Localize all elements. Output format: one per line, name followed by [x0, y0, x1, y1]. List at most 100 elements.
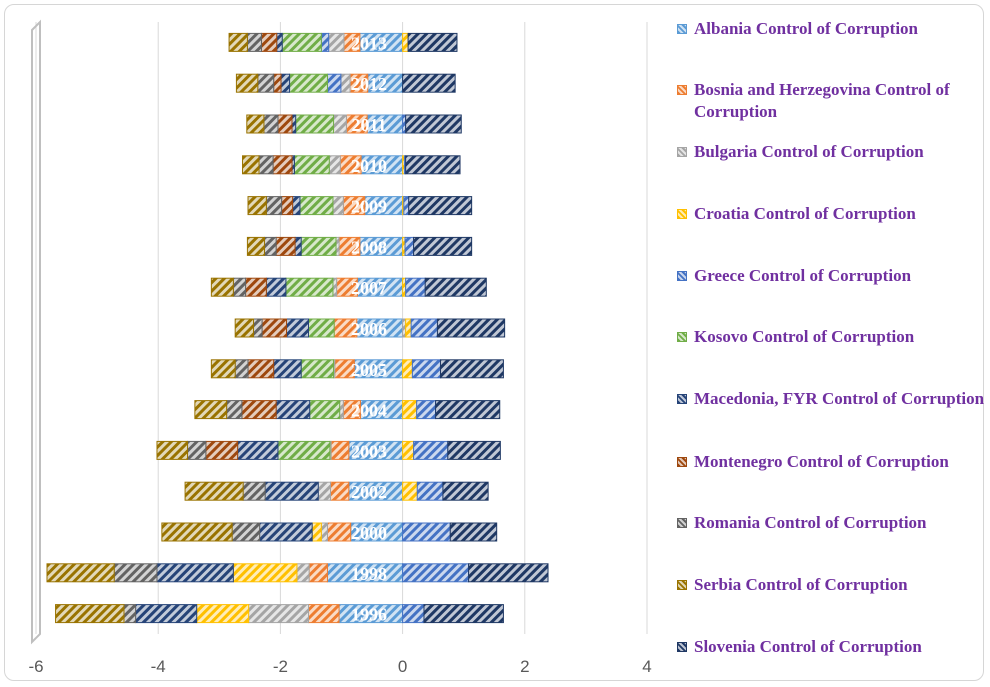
bar-segment — [247, 196, 267, 216]
bar-segment — [289, 73, 328, 93]
bar-segment — [241, 400, 277, 420]
legend-label: Macedonia, FYR Control of Corruption — [694, 389, 985, 408]
bar-segment — [332, 277, 338, 297]
bar-segment — [423, 604, 504, 624]
bar-segment — [246, 32, 262, 52]
legend-label: Croatia Control of Corruption — [694, 204, 916, 223]
legend-label: Albania Control of Corruption — [694, 19, 919, 38]
bar-segment — [247, 359, 275, 379]
bar-segment — [258, 155, 274, 175]
bar-segment — [311, 522, 322, 542]
category-label: 1996 — [351, 605, 387, 625]
x-tick-label: -4 — [151, 657, 166, 676]
bar-segment — [246, 236, 266, 256]
bar-segment — [402, 73, 456, 93]
bar-segment — [265, 196, 283, 216]
category-label: 2006 — [351, 319, 387, 339]
bar-segment — [449, 522, 498, 542]
bar-segment — [308, 563, 328, 583]
bar-segment — [405, 114, 462, 134]
bar-segment — [317, 481, 332, 501]
bar-segment — [330, 481, 350, 501]
legend-swatch — [677, 24, 687, 34]
bar-segment — [55, 604, 125, 624]
bar-segment — [184, 481, 244, 501]
bar-segment — [407, 32, 458, 52]
bar-segment — [410, 318, 438, 338]
bar-segment — [405, 277, 426, 297]
bar-segment — [439, 359, 504, 379]
bar-segment — [46, 563, 115, 583]
bar-segment — [286, 318, 310, 338]
legend-swatch — [677, 147, 687, 157]
bar-segment — [293, 155, 330, 175]
bar-segment — [210, 359, 236, 379]
bar-segment — [402, 604, 425, 624]
category-label: 2012 — [351, 74, 387, 94]
bar-segment — [402, 359, 413, 379]
bar-segment — [320, 522, 328, 542]
bar-segment — [264, 236, 277, 256]
bar-segment — [277, 440, 331, 460]
bar-segment — [309, 400, 341, 420]
x-tick-label: -2 — [273, 657, 288, 676]
bar-segment — [326, 522, 352, 542]
category-label: 2007 — [351, 278, 387, 298]
legend-swatch — [677, 271, 687, 281]
bar-segment — [187, 440, 207, 460]
legend-swatch — [677, 457, 687, 467]
bar-segment — [161, 522, 233, 542]
bar-segment — [308, 318, 335, 338]
legend-label: Slovenia Control of Corruption — [694, 637, 922, 656]
legend: Albania Control of Corruption Bosnia and … — [668, 0, 988, 687]
x-axis-tick-labels: -6 -4 -2 0 2 4 — [28, 657, 651, 676]
x-tick-label: 4 — [642, 657, 651, 676]
bar-segment — [242, 481, 266, 501]
category-label: 2000 — [351, 523, 387, 543]
bar-segment — [333, 114, 347, 134]
legend-label: Bulgaria Control of Corruption — [694, 142, 924, 161]
bar-segment — [235, 73, 259, 93]
bar-segment — [264, 481, 319, 501]
bar-segment — [194, 400, 228, 420]
category-label: 2003 — [351, 441, 387, 461]
bar-segment — [232, 563, 298, 583]
bar-segment — [332, 196, 344, 216]
bar-segment — [292, 196, 301, 216]
bar-segment — [411, 359, 441, 379]
bar-segment — [402, 522, 451, 542]
legend-swatch — [677, 332, 687, 342]
bar-segment — [326, 73, 342, 93]
bar-segment — [265, 277, 287, 297]
bar-segment — [242, 155, 260, 175]
bar-segment — [285, 277, 334, 297]
bar-segment — [447, 440, 501, 460]
category-label: 2005 — [351, 360, 387, 380]
category-label: 2004 — [351, 401, 387, 421]
bar-segment — [273, 73, 282, 93]
bar-segment — [246, 114, 265, 134]
legend-label: Serbia Control of Corruption — [694, 575, 908, 594]
bar-segment — [257, 73, 275, 93]
bar-segment — [416, 481, 444, 501]
legend-swatch — [677, 642, 687, 652]
category-label: 2013 — [351, 33, 387, 53]
bar-segment — [272, 155, 293, 175]
bar-segment — [273, 359, 302, 379]
legend-label: Kosovo Control of Corruption — [694, 327, 915, 346]
bar-segment — [234, 359, 249, 379]
legend-label: Montenegro Control of Corruption — [694, 452, 949, 471]
bar-segment — [113, 563, 158, 583]
bar-segment — [435, 400, 501, 420]
bar-segment — [210, 277, 234, 297]
bar-segment — [308, 604, 340, 624]
bar-segment — [281, 196, 294, 216]
legend-swatch — [677, 518, 687, 528]
bar-segment — [280, 73, 291, 93]
bar-segment — [340, 73, 351, 93]
category-label: 2010 — [351, 156, 387, 176]
bar-segment — [135, 604, 198, 624]
bar-segment — [436, 318, 506, 338]
bars — [46, 32, 549, 624]
